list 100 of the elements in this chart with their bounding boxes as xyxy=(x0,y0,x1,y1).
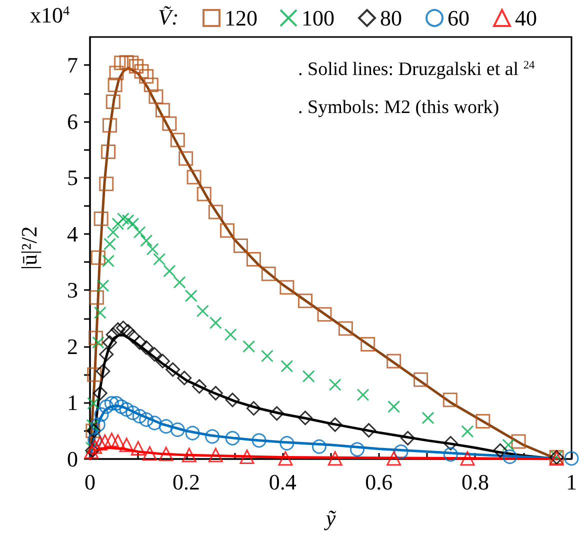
point xyxy=(110,434,126,449)
point xyxy=(260,350,274,362)
point xyxy=(155,354,170,368)
point xyxy=(196,304,209,318)
point xyxy=(139,69,154,84)
point xyxy=(158,419,174,434)
legend-label: 100 xyxy=(302,6,334,30)
point xyxy=(386,354,402,368)
point xyxy=(153,253,166,266)
point xyxy=(126,406,140,420)
point xyxy=(146,242,159,256)
point xyxy=(208,386,223,400)
point xyxy=(88,330,104,346)
point xyxy=(96,364,110,378)
point xyxy=(120,324,136,339)
y-tick-label: 5 xyxy=(67,165,78,190)
point xyxy=(298,294,312,308)
point xyxy=(162,116,177,131)
point xyxy=(511,434,526,449)
point xyxy=(166,362,180,377)
point xyxy=(114,399,129,414)
point xyxy=(460,451,475,466)
point xyxy=(109,396,124,411)
y-tick-label: 1 xyxy=(67,390,78,416)
point xyxy=(110,322,126,337)
point xyxy=(92,436,108,450)
point xyxy=(270,406,284,421)
point xyxy=(116,212,130,225)
point xyxy=(461,425,474,438)
point xyxy=(88,439,102,454)
point xyxy=(94,407,109,422)
point xyxy=(184,290,198,302)
point xyxy=(92,336,104,349)
point xyxy=(102,254,115,268)
point xyxy=(173,276,186,289)
point xyxy=(360,336,376,352)
point xyxy=(116,320,130,336)
point xyxy=(96,279,110,292)
point xyxy=(119,402,134,417)
point xyxy=(338,321,353,336)
point xyxy=(108,78,122,92)
point xyxy=(246,401,261,416)
point xyxy=(104,396,119,411)
point xyxy=(240,450,254,464)
point xyxy=(142,446,157,461)
point xyxy=(394,444,408,459)
point xyxy=(102,335,117,350)
point xyxy=(422,412,434,424)
legend-label: 40 xyxy=(515,6,537,30)
point xyxy=(147,416,162,430)
y-axis-title: |ū|²/2 xyxy=(16,226,42,270)
point xyxy=(278,451,293,466)
point xyxy=(128,59,144,74)
point xyxy=(220,223,234,238)
point xyxy=(502,450,518,464)
legend-title: Ṽ: xyxy=(158,4,179,30)
point xyxy=(88,432,102,448)
point xyxy=(362,423,376,438)
annotation: . Solid lines: Druzgalski et al 24 xyxy=(298,59,536,80)
point xyxy=(302,370,315,383)
x-tick-label: 0 xyxy=(84,470,96,494)
point xyxy=(564,451,579,466)
point xyxy=(126,329,140,344)
point xyxy=(132,408,147,424)
point xyxy=(133,226,146,238)
point xyxy=(242,340,256,353)
point xyxy=(89,290,104,305)
point xyxy=(328,417,342,432)
point xyxy=(502,438,515,452)
point xyxy=(90,417,106,432)
point xyxy=(192,379,207,394)
x-tick-label: 1 xyxy=(566,470,577,494)
point xyxy=(224,328,237,341)
point xyxy=(388,400,400,413)
point xyxy=(130,441,146,456)
point xyxy=(102,118,117,133)
point xyxy=(147,347,162,362)
point xyxy=(178,151,194,166)
annotation: . Symbols: M2 (this work) xyxy=(298,97,500,118)
point xyxy=(442,392,458,408)
point xyxy=(87,367,102,382)
point xyxy=(182,448,196,462)
point xyxy=(186,170,202,184)
point xyxy=(106,94,120,109)
point xyxy=(400,430,416,446)
point xyxy=(328,378,342,391)
point xyxy=(132,335,147,350)
point xyxy=(144,78,158,92)
point xyxy=(246,252,261,267)
legend-label: 80 xyxy=(380,6,402,30)
point xyxy=(87,397,100,410)
point xyxy=(414,372,428,387)
x-axis-title: ỹ xyxy=(324,506,337,530)
point xyxy=(443,436,458,450)
point xyxy=(205,429,220,444)
point xyxy=(94,211,108,226)
point xyxy=(252,433,266,448)
point xyxy=(280,360,294,372)
point xyxy=(148,89,164,104)
point xyxy=(208,448,223,462)
